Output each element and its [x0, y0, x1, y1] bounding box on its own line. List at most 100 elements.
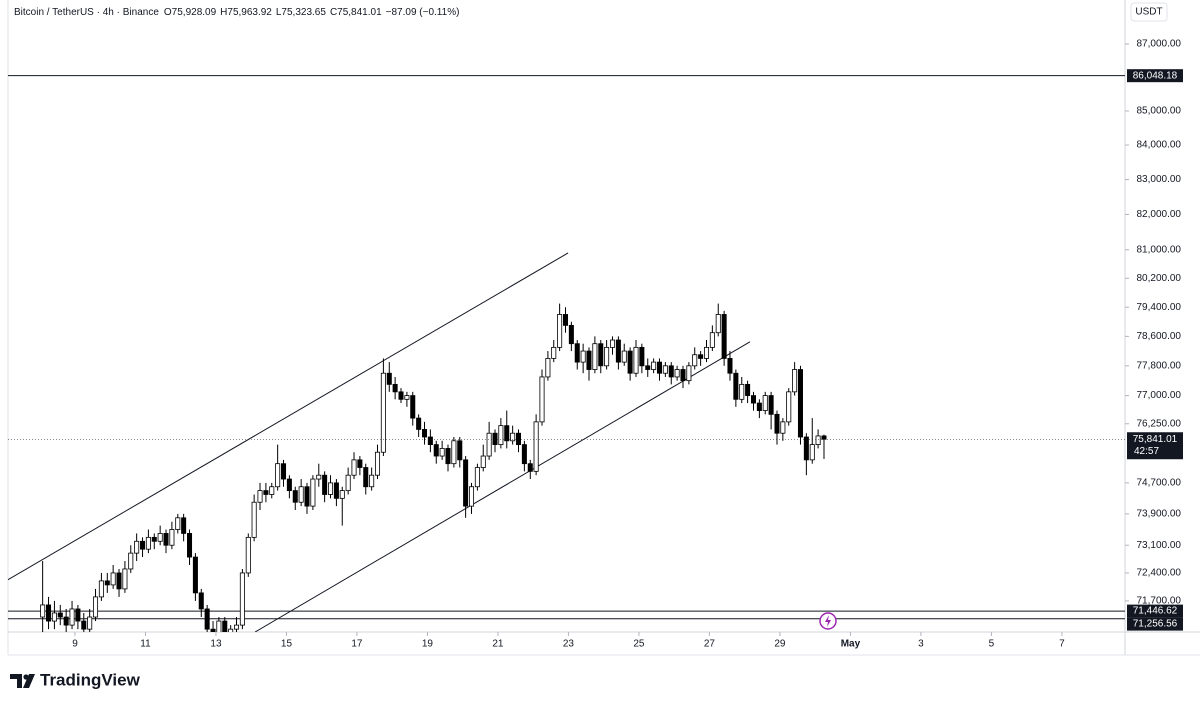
brand-name: TradingView — [40, 670, 141, 689]
candle-body — [680, 369, 686, 382]
y-tick-label: 73,900.00 — [1137, 509, 1182, 520]
candle-body — [533, 421, 539, 472]
candle-body — [281, 463, 287, 480]
x-tick-label: 27 — [704, 639, 716, 650]
x-tick-label: 17 — [351, 639, 363, 650]
candle-body — [768, 395, 774, 415]
candle-body — [245, 536, 251, 574]
candle-body — [163, 533, 169, 546]
candle-body — [686, 365, 692, 382]
candle-body — [204, 608, 210, 630]
candle-body — [46, 604, 52, 622]
candle-body — [474, 467, 480, 488]
candle-body — [433, 444, 439, 457]
candle-body — [656, 361, 662, 374]
candle-body — [539, 376, 545, 423]
candle-body — [169, 529, 175, 546]
candle-body — [198, 592, 204, 610]
candle-body — [510, 432, 516, 442]
candle-body — [468, 486, 475, 507]
candle-body — [733, 372, 739, 400]
candle-body — [216, 620, 222, 632]
candle-body — [515, 432, 522, 446]
currency-box[interactable] — [1130, 2, 1168, 22]
candle-body — [645, 365, 651, 370]
y-tick-label: 77,800.00 — [1137, 360, 1182, 371]
candle-body — [81, 620, 87, 630]
candle-body — [322, 474, 328, 495]
candle-body — [257, 490, 263, 503]
candle-body — [410, 395, 416, 419]
currency-label[interactable]: USDT — [1135, 7, 1162, 18]
candle-body — [333, 482, 339, 499]
alert-icon[interactable] — [819, 612, 837, 630]
candle-body — [292, 490, 298, 503]
candle-body — [633, 346, 639, 374]
candle-body — [598, 343, 604, 367]
candle-body — [557, 314, 563, 348]
candle-body — [439, 448, 445, 457]
candle-body — [422, 429, 428, 438]
candle-body — [128, 552, 134, 570]
candle-body — [480, 455, 486, 468]
candle-body — [310, 478, 316, 507]
candle-body — [75, 608, 81, 622]
y-tick-label: 85,000.00 — [1137, 106, 1182, 117]
candle-body — [157, 533, 163, 542]
axes: 87,000.00 85,000.00 84,000.00 83,000.00 82,0… — [72, 39, 1183, 650]
y-tick-label: 80,200.00 — [1137, 273, 1182, 284]
x-tick-label: May — [841, 639, 861, 650]
candle-body — [416, 417, 422, 430]
candle-body — [574, 343, 580, 363]
candle-body — [316, 474, 322, 480]
x-tick-label: 3 — [918, 639, 924, 650]
candle-body — [451, 440, 457, 465]
y-tick-label: 76,250.00 — [1137, 418, 1182, 429]
candle-body — [615, 339, 621, 363]
candle-body — [392, 383, 398, 393]
logo-mark-v — [23, 674, 35, 688]
candle-body — [110, 572, 116, 586]
candle-body — [192, 556, 198, 594]
x-tick-label: 13 — [210, 639, 222, 650]
legend-header: Bitcoin / TetherUS · 4h · Binance O75,928… — [14, 7, 459, 18]
candle-body — [140, 540, 146, 550]
level-label: 71,256.56 — [1133, 619, 1178, 630]
candle-body — [463, 459, 469, 507]
candle-body — [175, 517, 181, 530]
candle-body — [98, 580, 104, 598]
candle-body — [698, 354, 704, 359]
low-label: L75,323.65 — [276, 7, 326, 18]
candle-body — [809, 444, 815, 461]
trend-line — [254, 341, 751, 632]
logo-mark-t — [10, 674, 22, 688]
candle-body — [345, 474, 351, 492]
high-label: H75,963.92 — [220, 7, 272, 18]
open-label: O75,928.09 — [164, 7, 217, 18]
candle-body — [222, 620, 228, 632]
x-tick-label: 23 — [563, 639, 575, 650]
y-tick-label: 78,600.00 — [1137, 331, 1182, 342]
candle-body — [269, 486, 275, 495]
last-price-label: 75,841.01 — [1133, 434, 1178, 445]
candle-body — [709, 332, 715, 348]
change-label: −87.09 (−0.11%) — [386, 7, 460, 18]
candle-body — [609, 339, 616, 348]
candle-body — [104, 580, 110, 586]
candle-body — [57, 612, 63, 618]
candle-body — [187, 533, 193, 558]
symbol-title: Bitcoin / TetherUS · 4h · Binance — [14, 7, 159, 18]
level-label-box — [1127, 69, 1183, 83]
candle-body — [457, 440, 463, 461]
countdown-label: 42:57 — [1134, 446, 1159, 457]
y-tick-label: 74,700.00 — [1137, 478, 1182, 489]
y-tick-label: 73,100.00 — [1137, 540, 1182, 551]
candle-body — [498, 425, 504, 446]
x-tick-label: 15 — [281, 639, 293, 650]
candle-body — [627, 350, 633, 374]
candle-body — [527, 463, 533, 472]
candle-body — [774, 413, 780, 434]
y-tick-label: 81,000.00 — [1137, 244, 1182, 255]
y-tick-label: 79,400.00 — [1137, 302, 1182, 313]
candle-body — [210, 628, 216, 632]
